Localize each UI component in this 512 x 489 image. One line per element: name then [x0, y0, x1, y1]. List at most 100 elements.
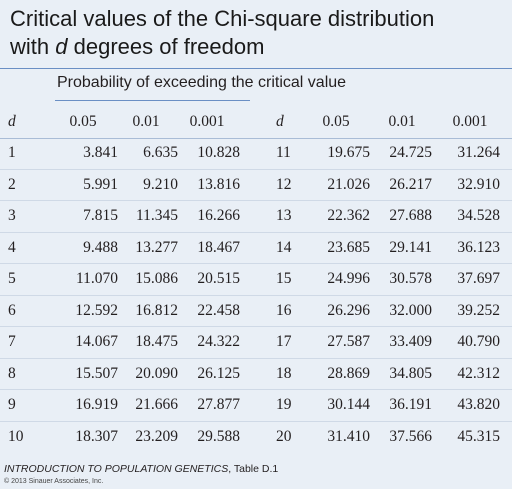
table-cell: 15.507 [75, 364, 118, 382]
table-cell: 21.026 [327, 175, 370, 193]
table-cell: 24.322 [197, 333, 240, 350]
table-cell: 45.315 [457, 427, 500, 445]
row-rule [0, 168, 512, 170]
table-cell: 11 [276, 144, 291, 161]
column-header: 0.01 [132, 113, 160, 130]
table-cell: 16.266 [197, 207, 240, 224]
column-header: d [276, 113, 284, 130]
table-cell: 18.307 [75, 427, 118, 445]
table-cell: 11.345 [135, 207, 178, 224]
table-cell: 14 [276, 238, 292, 256]
copyright: © 2013 Sinauer Associates, Inc. [4, 478, 104, 485]
table-cell: 23.685 [327, 238, 370, 256]
table-cell: 14.067 [75, 333, 118, 350]
table-cell: 36.123 [457, 238, 500, 256]
table-cell: 26.125 [197, 364, 240, 382]
table-cell: 43.820 [457, 396, 500, 413]
table-cell: 34.805 [389, 364, 432, 382]
row-rule [0, 420, 512, 422]
table-cell: 10.828 [197, 144, 240, 161]
table-cell: 12.592 [75, 301, 118, 319]
row-rule [0, 326, 512, 327]
table-cell: 20 [276, 427, 292, 445]
row-rule [0, 357, 512, 359]
table-cell: 7.815 [83, 207, 118, 224]
row-rule [0, 231, 512, 233]
header-rule [0, 138, 512, 139]
subtitle-rule [55, 100, 250, 101]
table-cell: 20.515 [197, 270, 240, 287]
table-cell: 19 [276, 396, 292, 413]
table-cell: 27.877 [197, 396, 240, 413]
table-cell: 33.409 [389, 333, 432, 350]
book-title: INTRODUCTION TO POPULATION GENETICS [4, 463, 229, 475]
table-cell: 9.488 [83, 238, 118, 256]
column-header: d [8, 113, 16, 130]
table-cell: 22.458 [197, 301, 240, 319]
table-cell: 37.697 [457, 270, 500, 287]
subtitle: Probability of exceeding the critical va… [57, 74, 347, 91]
table-cell: 7 [8, 333, 16, 350]
table-cell: 1 [8, 144, 16, 161]
row-rule [0, 294, 512, 296]
table-cell: 16.812 [135, 301, 178, 319]
table-cell: 6.635 [143, 144, 178, 161]
table-cell: 5 [8, 270, 16, 287]
table-cell: 12 [276, 175, 292, 193]
table-cell: 40.790 [457, 333, 500, 350]
title-italic: d [55, 34, 68, 59]
table-cell: 13 [276, 207, 292, 224]
title: Critical values of the Chi-square distri… [10, 6, 435, 31]
table-cell: 2 [8, 175, 16, 193]
table-cell: 23.209 [135, 427, 178, 445]
table-cell: 4 [8, 238, 16, 256]
table-cell: 13.277 [135, 238, 178, 256]
table-cell: 16.919 [75, 396, 118, 413]
table-cell: 31.264 [457, 144, 500, 161]
table-cell: 6 [8, 301, 16, 319]
table-cell: 5.991 [83, 175, 118, 193]
table-cell: 28.869 [327, 364, 370, 382]
table-cell: 18.467 [197, 238, 240, 256]
table-cell: 18.475 [135, 333, 178, 350]
table-ref: , Table D.1 [228, 463, 279, 475]
table-cell: 10 [8, 427, 24, 445]
table-cell: 26.217 [389, 175, 432, 193]
title-text: degrees of freedom [73, 34, 265, 59]
table-cell: 30.144 [327, 396, 370, 413]
table-cell: 15 [276, 270, 292, 287]
table-cell: 15.086 [135, 270, 178, 287]
column-header: 0.05 [322, 113, 350, 130]
table-cell: 19.675 [327, 144, 370, 161]
row-rule [0, 200, 512, 201]
table-cell: 8 [8, 364, 16, 382]
row-rule [0, 389, 512, 390]
title-text: with [10, 34, 50, 59]
table-cell: 20.090 [135, 364, 178, 382]
table-cell: 36.191 [389, 396, 432, 413]
table-cell: 17 [276, 333, 292, 350]
table-cell: 24.996 [327, 270, 370, 287]
table-cell: 9.210 [143, 175, 178, 193]
table-cell: 34.528 [457, 207, 500, 224]
table-cell: 27.688 [389, 207, 432, 224]
footer-book: INTRODUCTION TO POPULATION GENETICS, Tab… [4, 463, 278, 475]
column-header: 0.05 [69, 113, 97, 130]
column-header: 0.001 [452, 113, 488, 130]
table-cell: 26.296 [327, 301, 370, 319]
table-cell: 11.070 [75, 270, 118, 287]
table-cell: 3 [8, 207, 16, 224]
table-cell: 37.566 [389, 427, 432, 445]
table-cell: 27.587 [327, 333, 370, 350]
table-cell: 21.666 [135, 396, 178, 413]
title-rule [0, 68, 512, 69]
table-cell: 32.000 [389, 301, 432, 319]
table-cell: 16 [276, 301, 292, 319]
table-cell: 9 [8, 396, 16, 413]
table-cell: 3.841 [83, 144, 118, 161]
table-cell: 42.312 [457, 364, 500, 382]
title: with d degrees of freedom [10, 34, 264, 60]
table-cell: 24.725 [389, 144, 432, 161]
table-cell: 18 [276, 364, 292, 382]
